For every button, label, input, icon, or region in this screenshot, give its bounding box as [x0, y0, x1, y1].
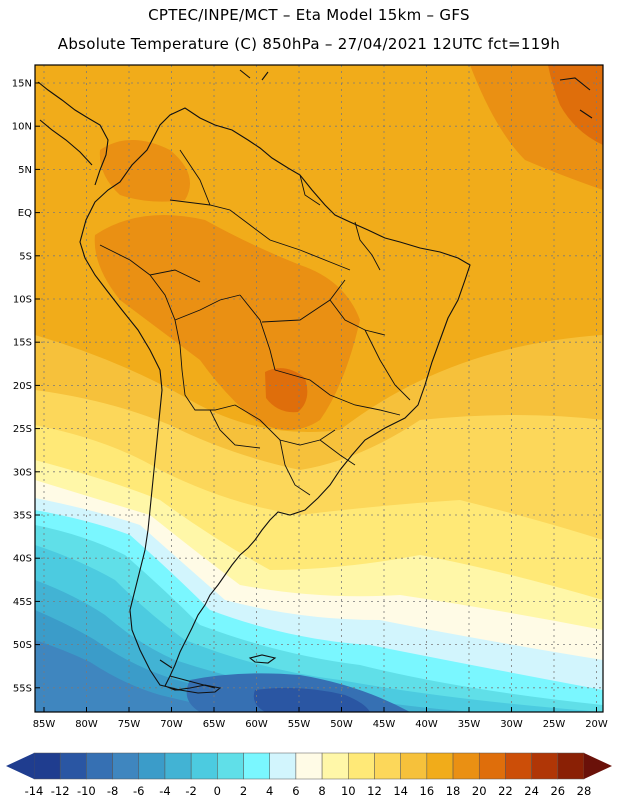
colorbar-label: -14 — [25, 784, 44, 798]
lat-tick-label: 35S — [13, 511, 32, 522]
colorbar-under-arrow — [6, 753, 34, 779]
colorbar-box — [243, 752, 270, 780]
colorbar-box — [59, 752, 87, 780]
map-field — [35, 65, 603, 712]
colorbar-label: 14 — [393, 784, 408, 798]
lon-tick-label: 65W — [203, 719, 226, 730]
country-borders — [99, 149, 411, 496]
lon-tick-label: 40W — [415, 719, 438, 730]
colorbar-box — [531, 752, 559, 780]
lon-tick-label: 75W — [118, 719, 141, 730]
colorbar-box — [112, 752, 140, 780]
colorbar-box — [321, 752, 349, 780]
colorbar-box — [138, 752, 166, 780]
field-20-22-core — [265, 368, 308, 413]
colorbar-box — [426, 752, 454, 780]
lat-tick-label: 10N — [12, 122, 32, 133]
lon-tick-label: 80W — [75, 719, 98, 730]
field-18-20-north — [99, 140, 190, 202]
lat-tick-label: 5S — [19, 251, 32, 262]
colorbar-label: -2 — [185, 784, 196, 798]
lon-tick-label: 20W — [585, 719, 608, 730]
lon-tick-label: 45W — [373, 719, 396, 730]
longitude-labels: 85W 80W 75W 70W 65W 60W 55W 50W 45W 40W 35W 30W 25W 2… — [33, 707, 608, 730]
lat-tick-label: 15N — [12, 79, 32, 90]
colorbar-label: -4 — [159, 784, 170, 798]
colorbar-label: 18 — [446, 784, 461, 798]
field-m8-m6 — [35, 640, 240, 712]
colorbar-box — [505, 752, 532, 780]
lat-tick-label: 55S — [13, 683, 32, 694]
lat-tick-label: 30S — [13, 467, 32, 478]
lat-tick-label: 15S — [13, 338, 32, 349]
colorbar-label: -10 — [77, 784, 96, 798]
lon-tick-label: 35W — [458, 719, 481, 730]
lon-tick-label: 55W — [288, 719, 311, 730]
colorbar-box — [217, 752, 244, 780]
colorbar-box — [400, 752, 428, 780]
lon-tick-label: 70W — [160, 719, 183, 730]
colorbar-label: 6 — [292, 784, 299, 798]
colorbar-labels: -14 -12 -10 -8 -6 -4 -2 0 2 4 6 8 10 12 14 16 18 20 22 24 26… — [25, 784, 592, 798]
lon-tick-label: 30W — [500, 719, 523, 730]
lat-tick-label: 5N — [18, 165, 32, 176]
colorbar-box — [86, 752, 113, 780]
colorbar-box — [295, 752, 323, 780]
colorbar-box — [557, 752, 585, 780]
lat-tick-label: 10S — [13, 295, 32, 306]
latitude-labels: 15N 10N 5N EQ 5S 10S 15S 20S 25S 30S 35S 40S 45S 50S 5… — [12, 79, 40, 694]
colorbar-label: 22 — [498, 784, 513, 798]
colorbar-box — [374, 752, 401, 780]
colorbar-box — [190, 752, 218, 780]
map-gridlines — [35, 65, 603, 712]
chart-title-line1: CPTEC/INPE/MCT – Eta Model 15km – GFS — [148, 6, 470, 24]
colorbar-label: 4 — [266, 784, 273, 798]
colorbar-label: 12 — [367, 784, 382, 798]
colorbar-boxes — [33, 752, 585, 780]
lon-tick-label: 60W — [245, 719, 268, 730]
lat-tick-label: 45S — [13, 597, 32, 608]
coastlines — [37, 69, 593, 694]
colorbar-label: 28 — [577, 784, 592, 798]
colorbar-label: 0 — [214, 784, 221, 798]
field-20-22-atlantic — [548, 65, 603, 145]
colorbar-box — [452, 752, 480, 780]
border-lines — [99, 149, 411, 496]
colorbar-label: 20 — [472, 784, 487, 798]
colorbar-label: 26 — [550, 784, 565, 798]
south-america-coastline — [79, 107, 471, 694]
lat-tick-label: 25S — [13, 424, 32, 435]
colorbar-over-arrow — [584, 753, 612, 779]
field-m12-m10 — [253, 687, 370, 712]
lat-tick-label: 50S — [13, 640, 32, 651]
colorbar-box — [33, 752, 61, 780]
colorbar-box — [164, 752, 192, 780]
lat-tick-label: EQ — [18, 208, 32, 219]
colorbar-label: 24 — [524, 784, 539, 798]
colorbar-label: -8 — [107, 784, 118, 798]
falklands — [248, 654, 277, 664]
lon-tick-label: 50W — [330, 719, 353, 730]
colorbar-box — [478, 752, 506, 780]
chart-title-line2: Absolute Temperature (C) 850hPa – 27/04/… — [57, 35, 561, 53]
central-america-coastline — [37, 81, 109, 186]
tierra-del-fuego — [159, 659, 216, 689]
colorbar-label: 16 — [420, 784, 435, 798]
lat-tick-label: 20S — [13, 381, 32, 392]
colorbar-label: 2 — [240, 784, 247, 798]
colorbar-label: -6 — [133, 784, 144, 798]
map-frame — [34, 64, 604, 713]
lat-tick-label: 40S — [13, 554, 32, 565]
colorbar-box — [348, 752, 375, 780]
colorbar-label: 8 — [318, 784, 325, 798]
lon-tick-label: 85W — [33, 719, 56, 730]
caribbean-islands — [239, 69, 593, 119]
colorbar-box — [269, 752, 297, 780]
lon-tick-label: 25W — [543, 719, 566, 730]
colorbar-label: 10 — [341, 784, 356, 798]
colorbar-label: -12 — [51, 784, 70, 798]
